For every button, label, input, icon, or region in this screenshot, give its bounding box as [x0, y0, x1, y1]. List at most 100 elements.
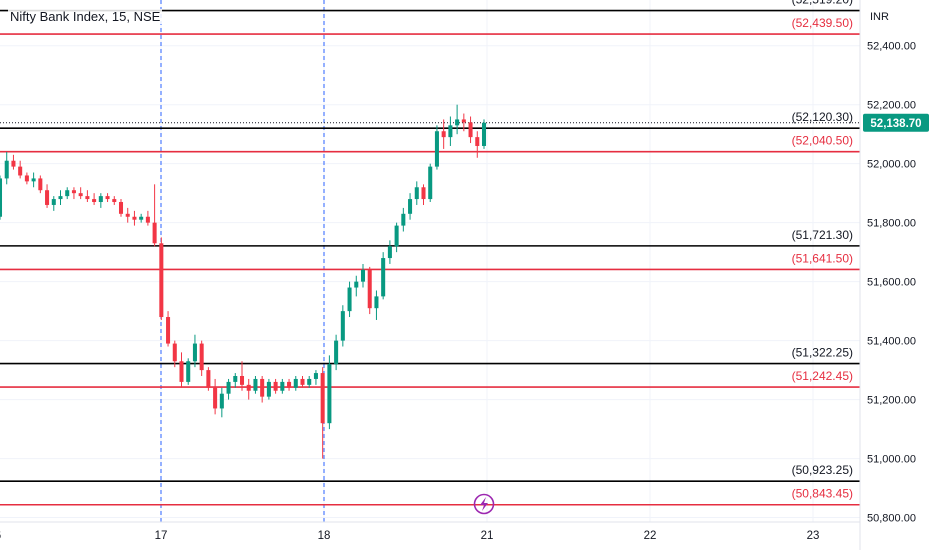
candle-body [206, 370, 211, 388]
candle-body [360, 269, 366, 282]
candle-body [51, 199, 56, 205]
candle-body [4, 160, 9, 179]
x-tick-label: 17 [155, 530, 168, 542]
candle-body [239, 376, 245, 385]
y-tick-label: 51,800.00 [867, 218, 916, 230]
candle-body [260, 378, 265, 397]
candle-body [38, 178, 43, 191]
candle-body [105, 196, 110, 200]
candle-body [213, 387, 218, 409]
candle-body [246, 384, 251, 391]
candle-body [71, 190, 76, 194]
candle-body [166, 317, 171, 344]
candle-body [387, 246, 392, 259]
level-label: (52,040.50) [792, 134, 853, 148]
candle-body [0, 178, 3, 217]
candle-body [219, 393, 224, 409]
y-tick-label: 51,400.00 [867, 336, 916, 348]
candle-body [179, 361, 184, 382]
candle-body [159, 243, 164, 318]
candle-body [78, 193, 83, 197]
candle-body [448, 125, 453, 138]
candle-body [199, 343, 204, 371]
y-tick-label: 50,800.00 [867, 513, 916, 525]
x-tick-label: 21 [481, 530, 494, 542]
currency-label: INR [870, 11, 889, 23]
candle-body [233, 376, 238, 382]
candle-body [293, 378, 298, 388]
candle-body [367, 269, 372, 309]
candle-body [192, 343, 197, 362]
candle-body [266, 381, 271, 397]
candle-body [152, 222, 157, 244]
y-tick-label: 52,000.00 [867, 159, 916, 171]
candle-body [18, 166, 23, 176]
candle-body [24, 175, 29, 182]
candle-body [65, 190, 70, 197]
candle-body [45, 190, 50, 205]
chart-title: Nifty Bank Index, 15, NSE [8, 9, 163, 24]
candle-body [455, 119, 460, 126]
x-tick-label: 6 [0, 530, 1, 542]
candle-body [414, 187, 419, 200]
y-tick-label: 51,200.00 [867, 395, 916, 407]
candle-body [434, 131, 439, 167]
level-label: (51,721.30) [792, 228, 853, 242]
candle-body [381, 258, 386, 297]
candle-body [125, 213, 130, 217]
candle-body [327, 364, 332, 424]
candle-body [354, 281, 359, 288]
level-label: (52,439.50) [792, 16, 853, 30]
candle-body [186, 361, 191, 382]
candle-body [31, 178, 36, 182]
candle-body [253, 378, 258, 391]
x-tick-label: 23 [807, 530, 820, 542]
y-tick-label: 52,200.00 [867, 100, 916, 112]
candle-body [334, 340, 339, 365]
x-tick-label: 18 [318, 530, 331, 542]
candle-body [394, 225, 399, 247]
candle-body [401, 213, 406, 226]
candle-body [475, 137, 480, 146]
candle-body [300, 378, 305, 385]
level-label: (51,641.50) [792, 251, 853, 265]
candle-body [273, 381, 278, 391]
candle-body [280, 381, 285, 391]
candle-body [112, 199, 117, 203]
candle-body [98, 196, 103, 203]
candle-body [461, 119, 466, 123]
candle-body [139, 216, 144, 220]
last-price-label: 52,138.70 [870, 118, 921, 130]
y-tick-label: 51,600.00 [867, 277, 916, 289]
candle-body [320, 373, 325, 424]
candle-body [226, 381, 231, 394]
candle-body [11, 160, 16, 167]
candle-body [421, 187, 426, 200]
level-label: (52,519.20) [792, 0, 853, 7]
level-label: (50,843.45) [792, 487, 853, 501]
candle-body [408, 199, 413, 214]
candle-body [85, 196, 90, 200]
candle-body [481, 122, 487, 146]
price-axis [860, 0, 932, 550]
candle-body [132, 216, 137, 220]
y-tick-label: 52,400.00 [867, 41, 916, 53]
candle-body [92, 199, 97, 203]
candle-body [468, 122, 473, 138]
level-label: (51,242.45) [792, 369, 853, 383]
y-tick-label: 51,000.00 [867, 454, 916, 466]
candle-body [172, 343, 177, 362]
candle-body [313, 373, 318, 379]
candle-body [340, 311, 345, 341]
level-label: (51,322.25) [792, 346, 853, 360]
lightning-bolt-icon [480, 497, 488, 511]
x-tick-label: 22 [644, 530, 657, 542]
candle-body [287, 381, 292, 388]
candle-body [145, 216, 150, 223]
lightning-icon [473, 493, 495, 515]
level-label: (50,923.25) [792, 463, 853, 477]
candle-body [441, 131, 446, 138]
candle-body [347, 287, 352, 312]
candle-body [118, 202, 124, 214]
